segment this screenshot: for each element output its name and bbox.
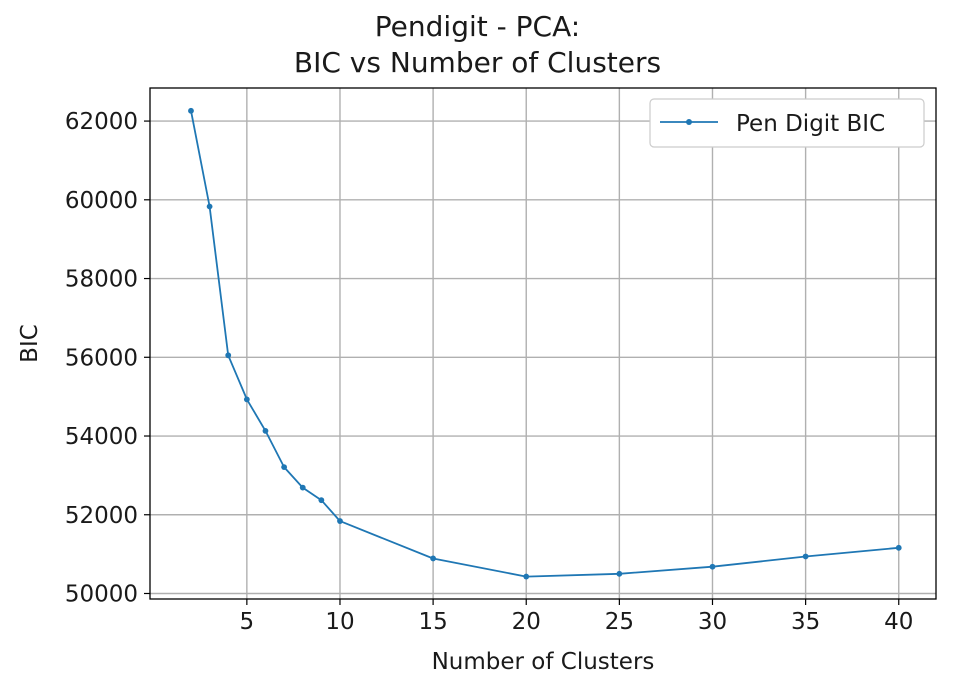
y-tick-label: 58000 bbox=[65, 267, 138, 293]
x-tick-label: 35 bbox=[791, 609, 820, 635]
plot-frame bbox=[149, 87, 937, 600]
data-point bbox=[616, 570, 623, 577]
data-point bbox=[262, 427, 269, 434]
y-tick-label: 62000 bbox=[65, 109, 138, 135]
y-tick-label: 60000 bbox=[65, 188, 138, 214]
data-point bbox=[299, 484, 306, 491]
axis-ticks: 5 10 15 20 25 30 35 40 50000 52000 54000 56000 58000… bbox=[65, 109, 914, 635]
data-point bbox=[318, 497, 325, 504]
data-point bbox=[709, 563, 716, 570]
y-tick-label: 56000 bbox=[65, 345, 138, 371]
legend-box bbox=[649, 98, 925, 148]
x-tick-label: 30 bbox=[698, 609, 727, 635]
data-point bbox=[206, 203, 213, 210]
y-tick-label: 54000 bbox=[65, 424, 138, 450]
chart-title-line-2: BIC vs Number of Clusters bbox=[293, 46, 662, 79]
legend-label: Pen Digit BIC bbox=[736, 111, 885, 137]
chart-title-line-1: Pendigit - PCA: bbox=[374, 10, 581, 43]
legend: Pen Digit BIC bbox=[649, 98, 925, 148]
y-axis-label: BIC bbox=[17, 324, 43, 363]
data-point bbox=[188, 107, 194, 114]
data-point bbox=[802, 553, 809, 560]
data-point bbox=[523, 573, 530, 580]
y-tick-label: 52000 bbox=[65, 503, 138, 529]
data-point bbox=[281, 464, 288, 471]
series-layer bbox=[188, 107, 902, 580]
x-tick-label: 40 bbox=[884, 609, 913, 635]
x-tick-label: 10 bbox=[325, 609, 354, 635]
x-tick-label: 25 bbox=[605, 609, 634, 635]
data-point bbox=[895, 544, 902, 551]
data-point bbox=[430, 555, 437, 562]
y-tick-label: 50000 bbox=[65, 581, 138, 607]
grid-lines bbox=[150, 88, 936, 599]
legend-marker-swatch bbox=[686, 119, 692, 125]
x-axis-label: Number of Clusters bbox=[432, 649, 655, 675]
series-line bbox=[190, 110, 899, 578]
x-tick-label: 20 bbox=[512, 609, 541, 635]
x-tick-label: 5 bbox=[240, 609, 255, 635]
data-point bbox=[337, 518, 343, 524]
data-point bbox=[243, 396, 250, 403]
data-point bbox=[225, 352, 232, 359]
x-tick-label: 15 bbox=[418, 609, 447, 635]
